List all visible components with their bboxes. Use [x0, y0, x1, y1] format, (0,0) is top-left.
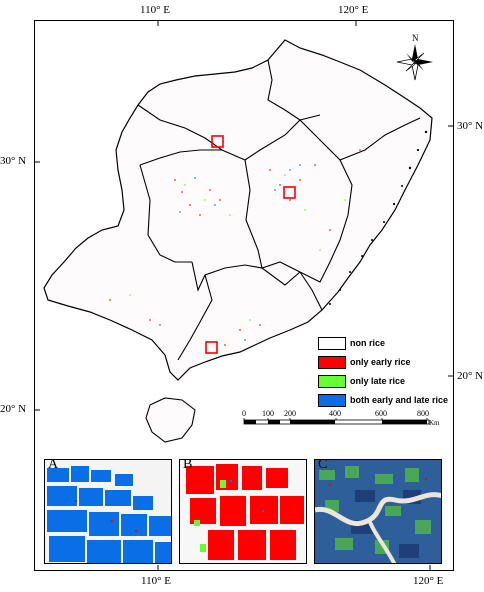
scale-unit: Km — [429, 419, 440, 427]
north-arrow — [396, 44, 433, 81]
left-latitude-label-30: 30° N — [0, 155, 27, 167]
scale-tick-400: 400 — [329, 409, 341, 418]
north-label: N — [412, 33, 419, 43]
legend-label-double-rice: both early and late rice — [350, 395, 449, 405]
study-site-boxes — [205, 135, 296, 354]
legend-label-early-rice: only early rice — [350, 357, 411, 367]
legend-item-early-rice: only early rice — [318, 356, 454, 375]
legend-label-non-rice: non rice — [350, 338, 386, 348]
top-longitude-label-110: 110° E — [140, 4, 170, 16]
legend-label-late-rice: only late rice — [350, 376, 406, 386]
legend-item-non-rice: non rice — [318, 337, 454, 356]
legend-item-double-rice: both early and late rice — [318, 394, 454, 413]
top-longitude-label-120: 120° E — [338, 4, 369, 16]
scale-tick-600: 600 — [375, 409, 387, 418]
scale-bar: 0 100 200 400 600 800 Km — [242, 409, 440, 427]
right-latitude-label-20: 20° N — [457, 370, 484, 382]
legend-swatch-late-rice — [318, 375, 346, 388]
scale-tick-0: 0 — [242, 409, 246, 418]
legend-swatch-double-rice — [318, 394, 346, 407]
province-boundaries — [137, 59, 421, 361]
left-latitude-label-20: 20° N — [0, 403, 27, 415]
legend-swatch-early-rice — [318, 356, 346, 369]
coastal-islands — [329, 130, 428, 305]
inset-b-label: B — [183, 459, 193, 472]
inset-a-label: A — [48, 459, 59, 472]
study-site-box-1 — [211, 135, 224, 148]
inset-c-label: C — [318, 459, 328, 472]
study-site-box-2 — [283, 186, 296, 199]
scale-tick-100: 100 — [262, 409, 274, 418]
study-site-box-3 — [205, 341, 218, 354]
right-latitude-label-30: 30° N — [457, 120, 484, 132]
inset-c-image — [315, 460, 441, 563]
frame-ticks — [34, 20, 454, 571]
rice-distribution-speckles — [109, 149, 361, 346]
inset-b: B — [179, 459, 307, 564]
hainan-island — [145, 397, 196, 443]
legend-swatch-non-rice — [318, 337, 346, 350]
inset-c: C — [314, 459, 442, 564]
legend-item-late-rice: only late rice — [318, 375, 454, 394]
bottom-longitude-label-110: 110° E — [141, 575, 171, 587]
region-outline — [43, 39, 433, 381]
inset-b-image — [180, 460, 306, 563]
inset-a: A — [44, 459, 172, 564]
scale-tick-200: 200 — [284, 409, 296, 418]
scale-tick-800: 800 — [417, 409, 429, 418]
inset-a-image — [45, 460, 171, 563]
legend: non rice only early rice only late rice … — [318, 337, 454, 413]
bottom-longitude-label-120: 120° E — [413, 575, 444, 587]
